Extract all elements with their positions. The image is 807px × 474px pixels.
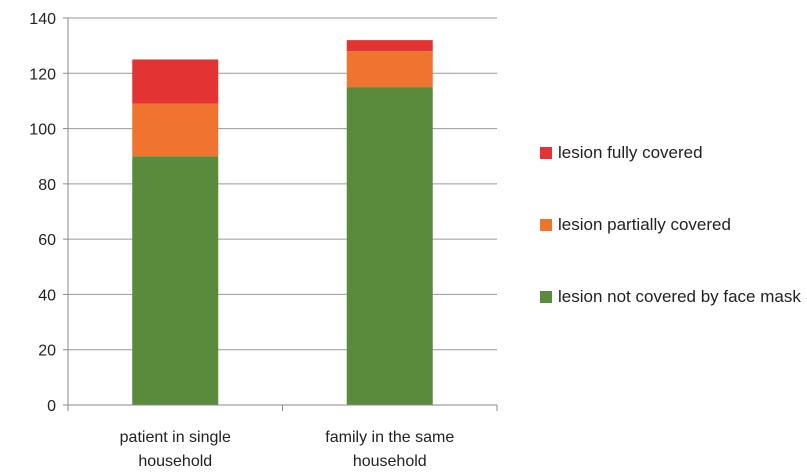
legend-label-partially-covered: lesion partially covered <box>558 215 731 234</box>
bar-segment-lesion-not-covered-by-face-mask-0 <box>132 156 219 405</box>
axes <box>63 17 498 411</box>
x-category-label: family in the same household <box>325 429 454 470</box>
legend-swatch-fully-covered <box>540 147 552 159</box>
y-tick-label: 20 <box>38 343 56 360</box>
legend-label-not-covered: lesion not covered by face mask <box>558 287 801 306</box>
y-tick-label: 140 <box>29 11 56 28</box>
bars <box>132 40 433 405</box>
y-tick-label: 100 <box>29 122 56 139</box>
bar-segment-lesion-partially-covered-1 <box>346 51 433 88</box>
y-tick-label: 60 <box>38 232 56 249</box>
legend-swatch-not-covered <box>540 291 552 303</box>
y-tick-label: 40 <box>38 287 56 304</box>
bar-segment-lesion-fully-covered-1 <box>346 40 433 52</box>
y-tick-label: 80 <box>38 177 56 194</box>
legend-swatch-partially-covered <box>540 219 552 231</box>
axis-labels: 0 20 40 60 80 100 120 140 patient in single house… <box>29 11 454 470</box>
x-category-label-line: household <box>353 453 427 470</box>
x-category-label: patient in single household <box>120 429 231 470</box>
x-category-label-line: household <box>138 453 212 470</box>
legend-item-fully-covered: lesion fully covered <box>540 142 805 214</box>
x-category-label-line: family in the same <box>325 429 454 446</box>
bar-segment-lesion-partially-covered-0 <box>132 103 219 157</box>
legend-label-fully-covered: lesion fully covered <box>558 143 703 162</box>
x-category-label-line: patient in single <box>120 429 231 446</box>
bar-segment-lesion-not-covered-by-face-mask-1 <box>346 87 433 405</box>
bar-segment-lesion-fully-covered-0 <box>132 59 219 104</box>
legend-item-not-covered: lesion not covered by face mask <box>540 286 805 358</box>
legend: lesion fully covered lesion partially co… <box>540 142 805 358</box>
y-tick-label: 120 <box>29 66 56 83</box>
y-tick-label: 0 <box>47 398 56 415</box>
legend-item-partially-covered: lesion partially covered <box>540 214 805 286</box>
